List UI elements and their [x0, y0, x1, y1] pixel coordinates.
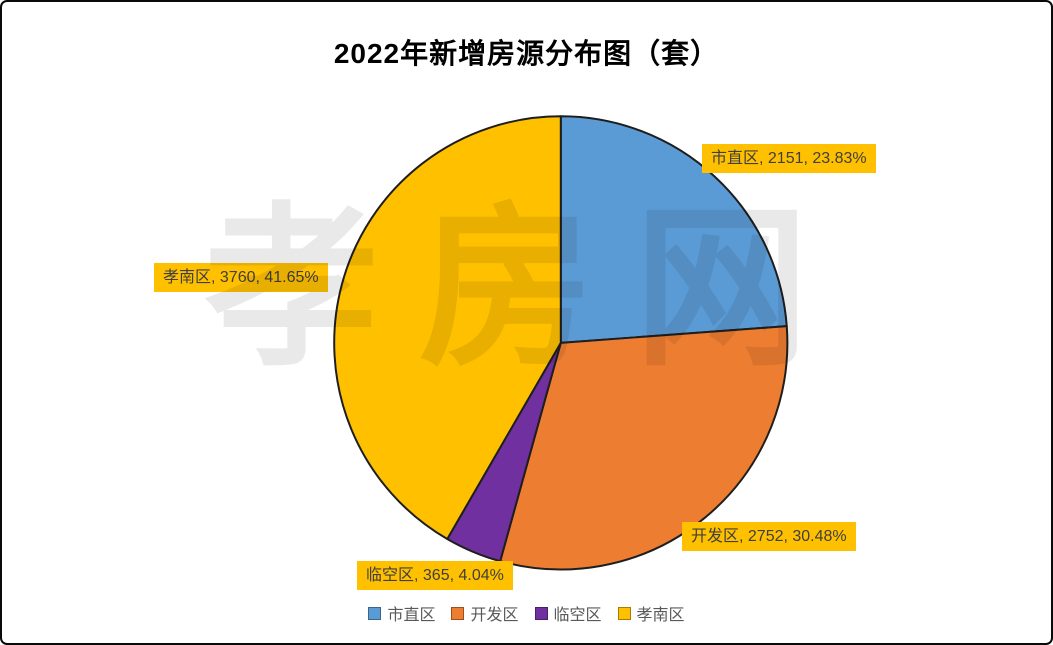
legend-item-xiaonanqu: 孝南区 — [617, 601, 685, 625]
legend-label-kaifaqu: 开发区 — [470, 607, 519, 624]
legend-item-linkongqu: 临空区 — [534, 601, 602, 625]
data-label-xiaonanqu: 孝南区, 3760, 41.65% — [154, 263, 328, 292]
legend-swatch-kaifaqu — [451, 606, 465, 620]
legend-swatch-xiaonanqu — [617, 606, 631, 620]
chart-title: 2022年新增房源分布图（套） — [333, 38, 720, 69]
legend-label-linkongqu: 临空区 — [553, 607, 602, 624]
data-label-linkongqu: 临空区, 365, 4.04% — [357, 561, 513, 590]
legend-swatch-linkongqu — [534, 606, 548, 620]
pie-slice-孝南区 — [333, 115, 562, 540]
legend-label-shizhiqu: 市直区 — [387, 607, 436, 624]
chart-legend: 市直区 开发区 临空区 孝南区 — [2, 601, 1051, 625]
legend-item-kaifaqu: 开发区 — [451, 601, 519, 625]
legend-swatch-shizhiqu — [368, 606, 382, 620]
data-label-shizhiqu: 市直区, 2151, 23.83% — [702, 144, 876, 173]
legend-label-xiaonanqu: 孝南区 — [636, 607, 685, 624]
pie-slice-市直区 — [559, 115, 788, 344]
pie-slice-开发区 — [499, 325, 789, 571]
pie-slices — [333, 115, 789, 571]
legend-item-shizhiqu: 市直区 — [368, 601, 435, 625]
data-label-kaifaqu: 开发区, 2752, 30.48% — [682, 522, 856, 551]
